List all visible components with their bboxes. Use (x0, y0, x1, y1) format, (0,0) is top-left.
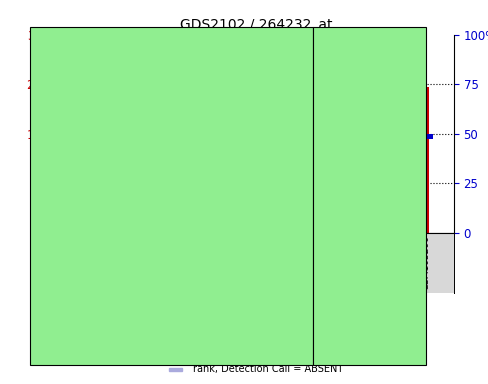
Text: sta1-1 mutant: sta1-1 mutant (329, 187, 409, 197)
Bar (190, 150, 210, 233)
Text: wild type: wild type (146, 187, 197, 197)
Bar (253, 122, 260, 233)
Bar (249, 136, 264, 141)
Title: GDS2102 / 264232_at: GDS2102 / 264232_at (180, 18, 332, 32)
Text: percentile rank within the sample: percentile rank within the sample (193, 336, 358, 346)
Bar (422, 88, 429, 233)
Bar (169, 325, 183, 328)
Text: GSM107670: GSM107670 (195, 235, 204, 290)
Bar (366, 76, 372, 233)
Text: count: count (193, 322, 221, 332)
Bar (169, 354, 183, 357)
Bar (362, 129, 377, 134)
Bar (133, 160, 153, 233)
Text: rank, Detection Call = ABSENT: rank, Detection Call = ABSENT (193, 364, 343, 374)
Bar (190, 144, 210, 233)
Text: GSM105206: GSM105206 (421, 235, 430, 290)
Bar (169, 339, 183, 343)
Text: genotype/variation  ▶: genotype/variation ▶ (59, 301, 165, 311)
Text: value, Detection Call = ABSENT: value, Detection Call = ABSENT (193, 350, 348, 360)
Text: GSM105203: GSM105203 (82, 235, 91, 290)
Bar (133, 170, 153, 233)
Bar (83, 88, 90, 233)
Text: GSM107712: GSM107712 (308, 235, 317, 290)
Text: GSM105205: GSM105205 (365, 235, 374, 290)
Bar (418, 134, 433, 139)
Bar (80, 134, 94, 139)
Text: GSM107711: GSM107711 (252, 235, 261, 290)
Bar (169, 368, 183, 371)
Text: GSM105204: GSM105204 (139, 235, 148, 290)
Bar (309, 167, 316, 233)
Bar (305, 154, 320, 159)
